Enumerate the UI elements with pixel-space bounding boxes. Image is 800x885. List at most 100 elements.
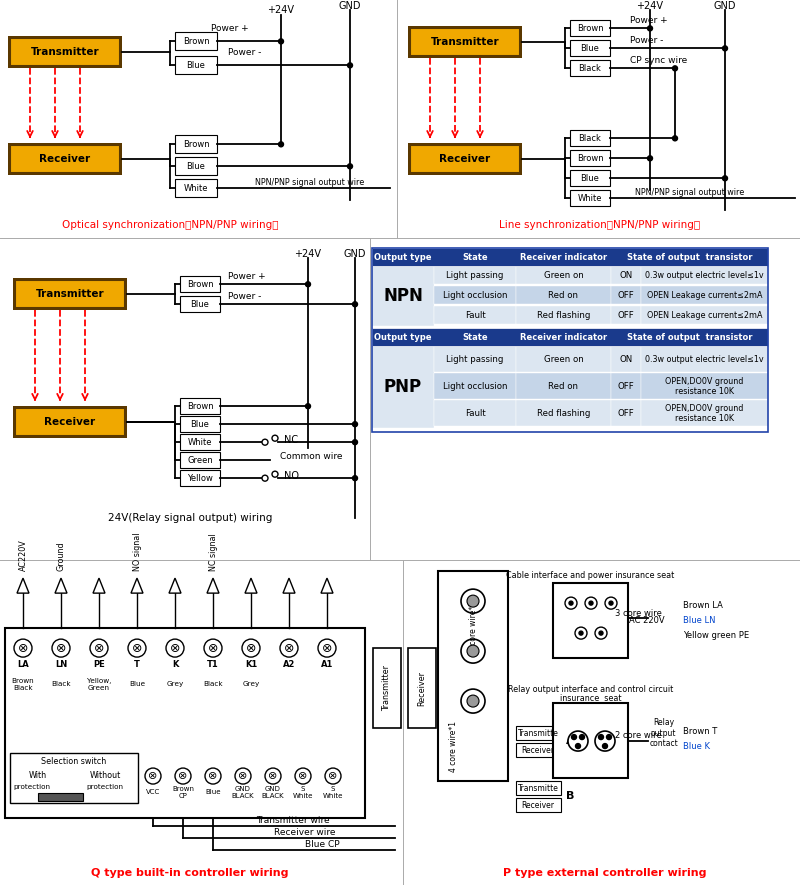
Bar <box>516 266 611 284</box>
Text: OFF: OFF <box>618 291 634 300</box>
Polygon shape <box>93 578 105 593</box>
Bar <box>8 143 122 175</box>
Text: S
White: S White <box>323 786 343 798</box>
Text: K: K <box>172 659 178 668</box>
Bar <box>410 28 520 57</box>
Circle shape <box>585 597 597 609</box>
Polygon shape <box>55 578 67 593</box>
Text: Receiver: Receiver <box>45 417 95 427</box>
Bar <box>10 753 138 803</box>
Text: AC 220V: AC 220V <box>630 616 665 625</box>
Text: Grey: Grey <box>166 681 184 687</box>
Bar <box>641 286 768 304</box>
Text: VCC: VCC <box>146 789 160 795</box>
Bar <box>434 346 516 373</box>
Text: State: State <box>462 333 488 342</box>
Text: Receiver indicator: Receiver indicator <box>520 333 607 342</box>
Circle shape <box>353 440 358 444</box>
Text: Q type built-in controller wiring: Q type built-in controller wiring <box>91 868 289 878</box>
Text: Receiver: Receiver <box>522 745 554 755</box>
Text: Common wire: Common wire <box>280 451 342 461</box>
Bar <box>570 130 610 146</box>
Text: T: T <box>134 659 140 668</box>
Text: Relay
output
contact: Relay output contact <box>650 718 678 748</box>
Text: Brown
Black: Brown Black <box>12 678 34 690</box>
Bar <box>372 249 768 266</box>
Text: State of output  transistor: State of output transistor <box>626 253 752 262</box>
Text: Brown T: Brown T <box>683 727 718 735</box>
Text: Transmitter: Transmitter <box>30 48 99 58</box>
Bar <box>641 306 768 324</box>
Text: Cable interface and power insurance seat: Cable interface and power insurance seat <box>506 571 674 580</box>
Polygon shape <box>321 578 333 593</box>
Circle shape <box>347 63 353 68</box>
Text: ⊗: ⊗ <box>178 771 188 781</box>
Bar <box>180 398 220 414</box>
Bar <box>372 346 434 428</box>
Text: NC signal: NC signal <box>209 534 218 571</box>
Text: GND: GND <box>714 2 736 12</box>
Circle shape <box>272 471 278 477</box>
Circle shape <box>673 135 678 141</box>
Text: Transmitte: Transmitte <box>518 783 558 793</box>
Text: 2 core wire: 2 core wire <box>614 730 662 740</box>
Bar <box>175 180 217 197</box>
Circle shape <box>280 639 298 657</box>
Text: +24V: +24V <box>267 5 294 15</box>
Text: ⊗: ⊗ <box>132 642 142 655</box>
Text: Transmitter wire: Transmitter wire <box>256 816 330 825</box>
Text: Green on: Green on <box>544 271 583 280</box>
Text: S
White: S White <box>293 786 313 798</box>
Bar <box>13 406 127 438</box>
Text: LA: LA <box>17 659 29 668</box>
Text: Brown LA: Brown LA <box>683 601 723 610</box>
Text: Blue: Blue <box>581 173 599 183</box>
Circle shape <box>262 475 268 481</box>
Text: Brown
CP: Brown CP <box>172 786 194 798</box>
Text: insurance  seat: insurance seat <box>560 694 622 703</box>
Text: OFF: OFF <box>618 381 634 390</box>
Text: ⊗: ⊗ <box>328 771 338 781</box>
Text: ⊗: ⊗ <box>56 642 66 655</box>
Text: Power +: Power + <box>228 272 266 281</box>
Circle shape <box>205 768 221 784</box>
Circle shape <box>461 689 485 713</box>
Text: Red flashing: Red flashing <box>537 311 590 319</box>
Text: State of output  transistor: State of output transistor <box>626 333 752 342</box>
Text: Receiver: Receiver <box>439 154 490 165</box>
Bar <box>641 266 768 284</box>
Circle shape <box>14 639 32 657</box>
Text: NO signal: NO signal <box>133 533 142 571</box>
Bar <box>10 38 120 66</box>
Circle shape <box>673 65 678 71</box>
Bar <box>372 328 768 346</box>
Polygon shape <box>131 578 143 593</box>
Circle shape <box>318 639 336 657</box>
Circle shape <box>595 731 615 751</box>
Text: Output type: Output type <box>374 333 432 342</box>
Bar <box>180 416 220 432</box>
Bar <box>372 266 434 327</box>
Bar <box>180 452 220 468</box>
Bar <box>410 145 520 173</box>
Text: Black: Black <box>578 64 602 73</box>
Text: Power +: Power + <box>630 16 668 25</box>
Bar <box>38 793 83 801</box>
Text: 0.3w output electric level≤1v: 0.3w output electric level≤1v <box>645 355 764 364</box>
Text: ⊗: ⊗ <box>94 642 104 655</box>
Text: Brown: Brown <box>182 140 210 149</box>
Text: Transmitter: Transmitter <box>430 37 499 48</box>
Text: ⊗: ⊗ <box>298 771 308 781</box>
Text: Transmitte: Transmitte <box>518 728 558 737</box>
Bar <box>13 278 127 311</box>
Text: OFF: OFF <box>618 409 634 418</box>
Text: PE: PE <box>93 659 105 668</box>
Text: AC220V: AC220V <box>18 539 27 571</box>
Bar <box>641 346 768 373</box>
Text: Yellow green PE: Yellow green PE <box>683 631 749 640</box>
Text: Light passing: Light passing <box>446 355 504 364</box>
Circle shape <box>204 639 222 657</box>
Bar <box>516 306 611 324</box>
Bar <box>611 346 641 373</box>
Bar <box>516 781 561 795</box>
